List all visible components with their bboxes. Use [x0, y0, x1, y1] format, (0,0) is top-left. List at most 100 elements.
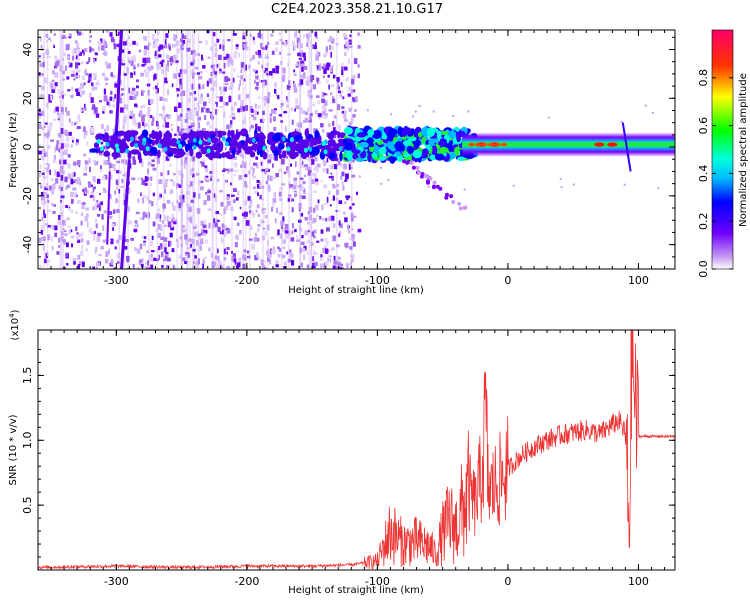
noise-speckle	[140, 177, 144, 180]
noise-speckle	[116, 239, 119, 244]
noise-speckle	[102, 225, 105, 231]
noise-speckle	[42, 175, 47, 180]
noise-speckle	[106, 64, 109, 69]
noise-speckle	[306, 240, 310, 243]
noise-speckle	[171, 83, 174, 88]
noise-speckle	[179, 92, 184, 97]
noise-speckle	[42, 244, 45, 251]
noise-speckle	[277, 95, 280, 100]
noise-speckle	[60, 199, 62, 203]
noise-speckle	[572, 183, 575, 186]
noise-speckle	[301, 165, 306, 168]
noise-speckle	[332, 195, 335, 201]
noise-speckle	[355, 96, 358, 102]
band-highlight	[251, 137, 256, 143]
noise-speckle	[203, 200, 207, 206]
noise-speckle	[79, 233, 81, 238]
noise-speckle	[301, 161, 304, 165]
band-blob	[388, 128, 397, 137]
noise-speckle	[226, 251, 228, 255]
noise-speckle	[161, 114, 164, 120]
noise-speckle	[216, 96, 220, 99]
colorbar-tick-label: 0.8	[697, 69, 710, 87]
noise-speckle	[244, 34, 247, 38]
noise-speckle	[94, 248, 97, 254]
band-blob	[397, 126, 403, 136]
noise-speckle	[351, 159, 355, 163]
noise-speckle	[224, 179, 229, 183]
noise-speckle	[179, 200, 183, 203]
noise-speckle	[85, 207, 89, 211]
noise-speckle	[165, 156, 170, 161]
x-tick-label: 0	[504, 274, 511, 287]
noise-speckle	[182, 130, 187, 133]
dispersive-speckle	[432, 180, 437, 185]
noise-speckle	[128, 59, 131, 64]
noise-speckle	[229, 59, 233, 62]
noise-speckle	[267, 256, 270, 262]
noise-speckle	[65, 106, 67, 112]
band-blob	[232, 149, 236, 157]
noise-speckle	[256, 227, 260, 233]
noise-speckle	[48, 185, 53, 191]
noise-speckle	[232, 77, 235, 83]
noise-speckle	[51, 79, 55, 82]
noise-speckle	[157, 232, 161, 238]
noise-speckle	[77, 47, 80, 51]
noise-speckle	[289, 253, 294, 258]
noise-speckle	[153, 257, 157, 261]
noise-speckle	[50, 139, 54, 142]
noise-speckle	[193, 91, 196, 95]
noise-speckle	[323, 63, 327, 69]
noise-speckle	[215, 109, 218, 115]
noise-speckle	[344, 217, 348, 223]
noise-speckle	[322, 105, 327, 111]
noise-speckle	[281, 75, 286, 82]
noise-speckle	[38, 55, 41, 58]
noise-speckle	[264, 95, 268, 102]
noise-speckle	[125, 159, 128, 165]
noise-speckle	[341, 90, 344, 93]
noise-speckle	[52, 184, 56, 189]
noise-speckle	[559, 177, 562, 180]
noise-speckle	[214, 52, 217, 58]
noise-speckle	[240, 62, 245, 68]
noise-speckle	[61, 107, 64, 112]
spectrogram-frame	[37, 29, 676, 270]
noise-speckle	[299, 195, 304, 198]
noise-speckle	[129, 42, 132, 47]
noise-speckle	[152, 75, 155, 81]
noise-speckle	[182, 257, 186, 262]
noise-speckle	[335, 189, 339, 195]
noise-speckle	[272, 116, 276, 122]
noise-speckle	[221, 223, 224, 228]
band-blob	[428, 138, 435, 147]
noise-speckle	[297, 83, 302, 87]
noise-speckle	[152, 221, 156, 227]
noise-speckle	[41, 73, 44, 76]
noise-speckle	[300, 43, 303, 49]
band-blob	[144, 150, 150, 156]
noise-speckle	[117, 261, 120, 264]
noise-speckle	[337, 209, 341, 213]
noise-speckle	[73, 181, 76, 184]
noise-speckle	[292, 184, 297, 190]
noise-speckle	[203, 101, 207, 106]
noise-speckle	[170, 56, 174, 59]
noise-speckle	[189, 92, 193, 96]
noise-speckle	[341, 110, 344, 114]
noise-speckle	[141, 161, 144, 168]
noise-speckle	[173, 73, 177, 79]
noise-speckle	[560, 186, 563, 189]
noise-speckle	[243, 43, 247, 48]
noise-speckle	[68, 61, 71, 65]
noise-speckle	[108, 167, 111, 174]
noise-speckle	[51, 236, 53, 242]
noise-speckle	[351, 126, 355, 132]
noise-speckle	[75, 226, 78, 231]
noise-speckle	[223, 248, 226, 255]
band-highlight	[142, 140, 147, 146]
noise-speckle	[343, 163, 347, 170]
noise-speckle	[232, 116, 236, 120]
